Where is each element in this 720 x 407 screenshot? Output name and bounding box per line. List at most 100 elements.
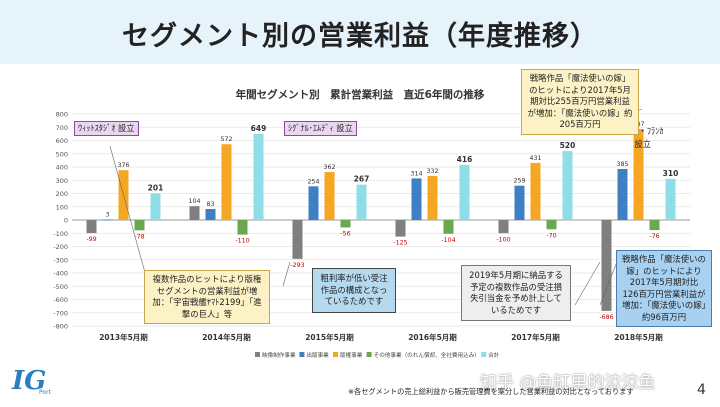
- bar-3-4: [340, 220, 351, 228]
- y-tick-label: -600: [53, 296, 68, 304]
- logo-sub: Port: [39, 389, 51, 396]
- data-label-1-4: -78: [134, 233, 144, 240]
- legend-label-3: 版権事業: [340, 351, 363, 359]
- chart-title: 年間セグメント別 累計営業利益 直近6年間の推移: [236, 88, 485, 101]
- data-label-4-1: -125: [393, 240, 407, 247]
- bar-4-5: [459, 164, 470, 220]
- bar-6-3: [633, 128, 644, 220]
- data-label-1-2: 3: [105, 212, 109, 219]
- y-tick-label: 700: [56, 124, 68, 132]
- y-tick-label: -100: [53, 230, 68, 238]
- bar-3-3: [324, 172, 335, 220]
- bar-6-2: [617, 168, 628, 220]
- data-label-5-5: 520: [560, 141, 576, 150]
- data-label-1-3: 376: [117, 162, 129, 169]
- bar-3-2: [308, 186, 319, 220]
- signal-md-tag: ｼｸﾞﾅﾙ･ｴﾑﾃﾞｨ 設立: [284, 121, 357, 136]
- category-label-6: 2018年5月期: [614, 332, 663, 342]
- title-band: [0, 0, 720, 64]
- y-tick-label: 0: [64, 217, 68, 225]
- legend-swatch-4: [366, 352, 372, 357]
- data-label-5-2: 259: [513, 178, 525, 185]
- bar-4-1: [395, 220, 406, 237]
- data-label-1-1: -99: [86, 236, 96, 243]
- legend-label-5: 合計: [488, 351, 500, 359]
- data-label-6-4: -76: [649, 233, 659, 240]
- bar-2-3: [221, 144, 232, 220]
- legend-swatch-5: [481, 352, 487, 357]
- note-2014: 複数作品のヒットにより版権セグメントの営業利益が増加：「宇宙戦艦ﾔﾏﾄ2199」…: [144, 270, 270, 324]
- category-label-2: 2014年5月期: [202, 332, 251, 342]
- bar-4-2: [411, 178, 422, 220]
- data-label-6-5: 310: [663, 169, 679, 178]
- data-label-5-3: 431: [529, 155, 541, 162]
- note-2018-top: 戦略作品「魔法使いの嫁」のヒットにより2017年5月期対比255百万円営業利益が…: [521, 69, 639, 135]
- logo-main: IG: [12, 366, 47, 396]
- note-2017: 2019年5月期に納品する予定の複数作品の受注損失引当金を予め計上しているためで…: [461, 265, 571, 321]
- bar-1-4: [134, 220, 145, 231]
- bar-6-1: [601, 220, 612, 311]
- data-label-4-4: -104: [441, 237, 455, 244]
- y-tick-label: -500: [53, 283, 68, 291]
- data-label-6-1: -686: [599, 314, 613, 321]
- y-tick-label: 800: [56, 111, 68, 119]
- bar-5-3: [530, 162, 541, 220]
- bar-2-4: [237, 220, 248, 235]
- lingua-franca-tag: ﾘﾝｶﾞ・ﾌﾗﾝｶ 設立: [622, 126, 664, 149]
- bar-5-1: [498, 220, 509, 234]
- bar-4-3: [427, 176, 438, 220]
- bar-1-2: [102, 219, 113, 221]
- data-label-3-4: -56: [340, 230, 350, 237]
- y-tick-label: -300: [53, 256, 68, 264]
- data-label-5-1: -100: [496, 236, 510, 243]
- callout-pointer: [599, 261, 618, 306]
- bar-1-5: [150, 193, 161, 220]
- bar-6-5: [665, 178, 676, 220]
- bar-6-4: [649, 220, 660, 231]
- category-label-1: 2013年5月期: [99, 332, 148, 342]
- callout-pointer: [282, 261, 291, 287]
- slide-title: セグメント別の営業利益（年度推移）: [122, 21, 598, 52]
- callout-pointer: [574, 261, 601, 306]
- legend-label-1: 映像制作事業: [262, 351, 296, 359]
- legend-swatch-1: [255, 352, 260, 357]
- data-label-3-5: 267: [354, 175, 370, 184]
- bar-3-1: [292, 220, 303, 259]
- y-tick-label: 600: [56, 137, 68, 145]
- y-tick-label: -200: [53, 243, 68, 251]
- data-label-2-4: -110: [235, 238, 249, 245]
- wit-studio-tag: ｳｨｯﾄｽﾀｼﾞｵ 設立: [74, 121, 139, 136]
- note-2015: 粗利率が低い受注作品の構成となっているためです: [312, 268, 396, 313]
- page-number: 4: [697, 382, 706, 398]
- legend-label-2: 出版事業: [306, 351, 329, 359]
- footnote: ※各セグメントの売上総利益から販売管理費を案分した営業利益の対比となっております: [348, 387, 634, 396]
- note-2018-bottom: 戦略作品「魔法使いの嫁」のヒットにより2017年5月期対比126百万円営業利益が…: [616, 250, 712, 327]
- category-label-3: 2015年5月期: [305, 332, 354, 342]
- y-tick-label: -800: [53, 323, 68, 331]
- category-label-5: 2017年5月期: [511, 332, 560, 342]
- watermark: 知乎 @鱼缸里的沫沫鱼: [480, 373, 656, 393]
- ig-port-logo: IG Port: [12, 366, 56, 400]
- bar-3-5: [356, 184, 367, 220]
- legend-swatch-3: [333, 352, 338, 357]
- y-tick-label: 200: [56, 190, 68, 198]
- data-label-3-3: 362: [323, 164, 335, 171]
- data-label-4-2: 314: [410, 170, 422, 177]
- data-label-2-5: 649: [251, 124, 267, 133]
- bar-1-1: [86, 220, 97, 234]
- y-tick-label: -700: [53, 309, 68, 317]
- bar-5-2: [514, 185, 525, 220]
- legend-label-4: その他事業（のれん償却、全社費用込み）: [374, 351, 480, 359]
- bar-4-4: [443, 220, 454, 234]
- y-tick-label: 300: [56, 177, 68, 185]
- data-label-2-2: 83: [206, 201, 214, 208]
- data-label-5-4: -70: [546, 232, 556, 239]
- bar-2-5: [253, 134, 264, 220]
- data-label-3-2: 254: [307, 178, 319, 185]
- bar-2-2: [205, 209, 216, 220]
- data-label-3-1: -293: [290, 262, 304, 269]
- data-label-1-5: 201: [148, 183, 164, 192]
- y-tick-label: -400: [53, 270, 68, 278]
- category-label-4: 2016年5月期: [408, 332, 457, 342]
